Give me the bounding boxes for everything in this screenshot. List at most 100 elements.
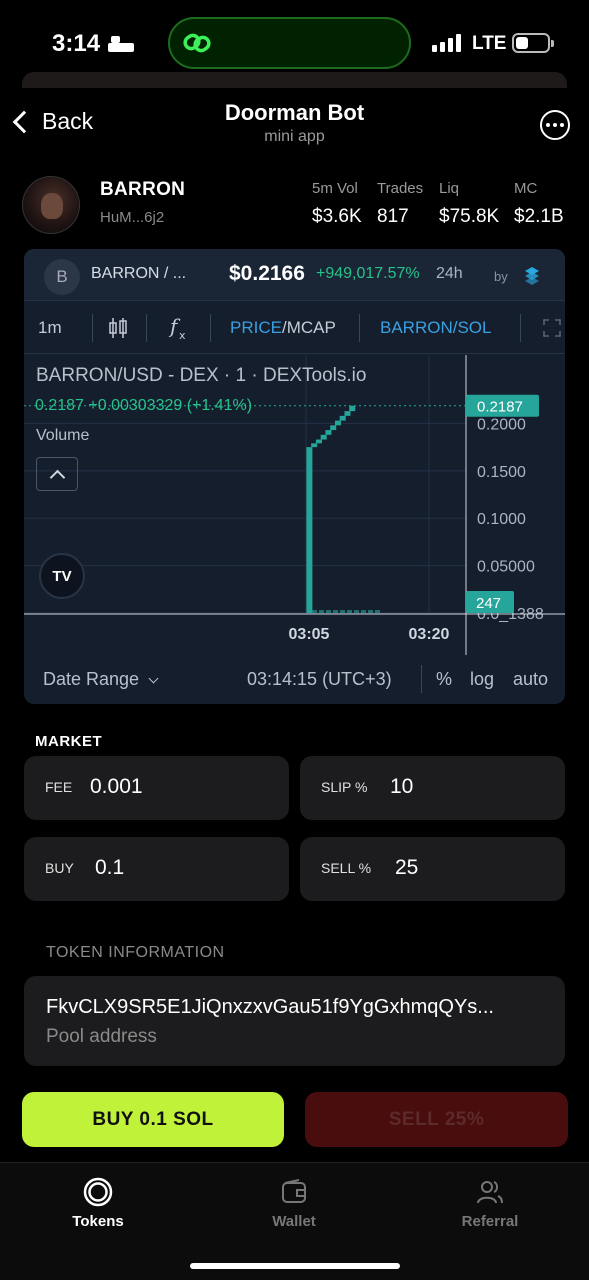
buy-button[interactable]: BUY 0.1 SOL <box>22 1092 284 1147</box>
tab-tokens[interactable]: Tokens <box>38 1177 158 1230</box>
tab-referral[interactable]: Referral <box>430 1177 550 1230</box>
svg-text:x: x <box>179 329 186 341</box>
sleep-icon <box>108 36 135 52</box>
chart-period: 24h <box>436 265 463 282</box>
candle <box>311 443 318 448</box>
stat-value: $3.6K <box>312 206 362 227</box>
fullscreen-icon[interactable] <box>542 318 562 338</box>
stat-value: 817 <box>377 206 409 227</box>
dextools-logo-icon[interactable] <box>521 265 543 287</box>
pool-address[interactable]: FkvCLX9SR5E1JiQnxzxvGau51f9YgGxhmqQYs... <box>46 996 494 1018</box>
chart-price: $0.2166 <box>229 262 305 285</box>
dot-icon <box>560 123 564 127</box>
candle <box>306 447 313 613</box>
toolbar-divider <box>92 314 93 342</box>
token-address[interactable]: HuM...6j2 <box>100 209 165 226</box>
token-icon: B <box>44 259 80 295</box>
indicators-icon[interactable]: f x <box>168 315 190 341</box>
page-subtitle: mini app <box>264 128 325 145</box>
token-summary: BARRON HuM...6j2 5m Vol $3.6K Trades 817… <box>0 176 589 236</box>
mcap-option[interactable]: MCAP <box>286 318 336 337</box>
candle <box>344 411 351 416</box>
date-range-button[interactable]: Date Range <box>43 669 159 690</box>
price-chart[interactable]: 0.20000.15000.10000.050000.0_138803:0503… <box>24 355 565 655</box>
fee-value[interactable]: 0.001 <box>90 775 143 798</box>
token-name: BARRON <box>100 179 186 200</box>
stat-trades: Trades 817 <box>377 180 423 228</box>
volume-badge <box>466 591 514 613</box>
network-type: LTE <box>472 33 507 54</box>
toolbar-divider <box>520 314 521 342</box>
volume-bar <box>326 610 331 613</box>
chart-widget: B BARRON / ... $0.2166 +949,017.57% 24h … <box>24 249 565 704</box>
candle <box>330 425 337 431</box>
volume-bar <box>375 610 380 613</box>
home-indicator <box>190 1263 400 1269</box>
chart-symbol[interactable]: BARRON / ... <box>91 265 187 282</box>
auto-toggle[interactable]: auto <box>513 669 549 689</box>
date-range-label: Date Range <box>43 669 140 689</box>
fee-label: FEE <box>45 779 73 795</box>
fee-field[interactable]: FEE 0.001 <box>24 756 289 820</box>
y-tick-label: 0.2000 <box>477 416 526 433</box>
sell-button[interactable]: SELL 25% <box>305 1092 568 1147</box>
x-tick-label: 03:20 <box>409 626 450 643</box>
sell-percent-field[interactable]: SELL % 25 <box>300 837 565 901</box>
buy-amount-field[interactable]: BUY 0.1 <box>24 837 289 901</box>
stat-label: MC <box>514 180 538 197</box>
tokens-icon <box>83 1177 113 1207</box>
chart-canvas[interactable]: 0.20000.15000.10000.050000.0_138803:0503… <box>24 355 565 655</box>
buy-amount-label: BUY <box>45 860 74 876</box>
slippage-field[interactable]: SLIP % 10 <box>300 756 565 820</box>
price-option[interactable]: PRICE <box>230 318 282 337</box>
candles-icon[interactable] <box>108 316 128 340</box>
pair-toggle[interactable]: BARRON/SOL <box>380 318 492 337</box>
battery-icon <box>512 33 554 53</box>
price-mcap-toggle[interactable]: PRICE/MCAP <box>230 318 336 338</box>
clock: 3:14 <box>52 30 101 57</box>
dynamic-island <box>168 17 411 69</box>
sheet-edge <box>22 72 567 88</box>
volume-bar <box>319 610 324 613</box>
stat-5m-vol: 5m Vol $3.6K <box>312 180 362 228</box>
y-tick-label: 0.05000 <box>477 559 535 576</box>
stat-value: $75.8K <box>439 206 500 227</box>
stat-label: Liq <box>439 180 460 197</box>
users-icon <box>477 1181 503 1204</box>
chart-candles <box>306 405 380 613</box>
tab-label: Wallet <box>272 1213 316 1230</box>
volume-bar <box>368 610 373 613</box>
log-toggle[interactable]: log <box>470 669 495 689</box>
chart-grid <box>24 355 466 614</box>
interval-button[interactable]: 1m <box>38 318 62 337</box>
wallet-icon <box>282 1179 306 1203</box>
volume-bar <box>347 610 352 613</box>
chart-ohlc: 0.2187 +0.00303329 (+1.41%) <box>35 397 253 414</box>
volume-label: Volume <box>36 427 90 444</box>
percent-toggle[interactable]: % <box>436 669 453 689</box>
tab-wallet[interactable]: Wallet <box>234 1177 354 1230</box>
status-time: 3:14 <box>52 30 135 58</box>
stat-value: $2.1B <box>514 206 564 227</box>
volume-bar <box>354 610 359 613</box>
sell-percent-value[interactable]: 25 <box>395 856 419 879</box>
more-options-button[interactable] <box>540 110 570 140</box>
candle <box>339 415 346 421</box>
chart-axes: 0.20000.15000.10000.050000.0_138803:0503… <box>24 355 565 655</box>
chart-time: 03:14:15 (UTC+3) <box>247 669 392 689</box>
slippage-value[interactable]: 10 <box>390 775 414 798</box>
tab-bar: Tokens Wallet Referral <box>0 1162 589 1280</box>
chart-toolbar: 1m f x PRICE/MCAP BARRON/SOL <box>24 302 565 354</box>
tradingview-logo-icon[interactable]: TV <box>39 553 85 599</box>
token-avatar[interactable] <box>22 176 80 234</box>
by-label: by <box>494 269 508 284</box>
candle <box>349 405 356 412</box>
page-title: Doorman Bot <box>224 100 365 125</box>
status-bar: 3:14 LTE <box>0 0 589 88</box>
back-button[interactable]: Back <box>10 108 93 135</box>
buy-amount-value[interactable]: 0.1 <box>95 856 125 879</box>
pool-address-card[interactable]: FkvCLX9SR5E1JiQnxzxvGau51f9YgGxhmqQYs...… <box>24 976 565 1066</box>
collapse-indicators-button[interactable] <box>36 457 78 491</box>
candle <box>325 430 332 435</box>
toolbar-divider <box>146 314 147 342</box>
